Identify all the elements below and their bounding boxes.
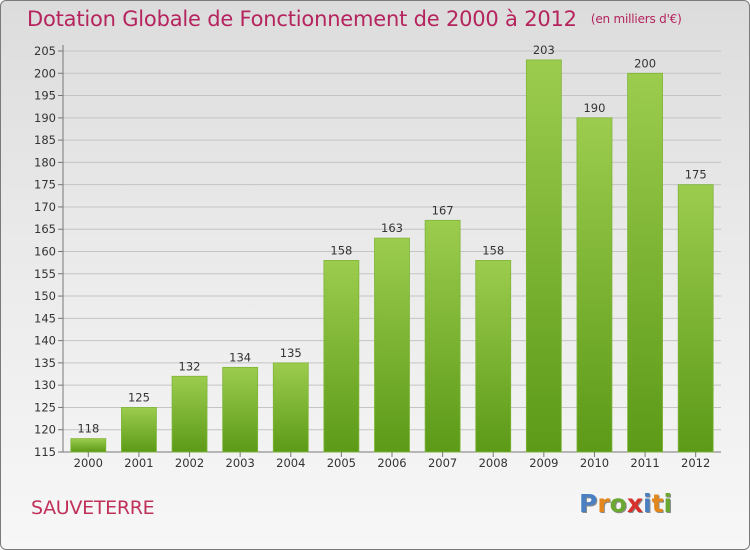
bar-2003 bbox=[222, 366, 259, 453]
bar-2006 bbox=[374, 237, 410, 453]
y-tick-label: 135 bbox=[34, 356, 56, 370]
logo-letter: i bbox=[663, 489, 673, 518]
data-labels: 118 125 132 134 135 158 163 167 158 203 190 200 175 bbox=[77, 43, 706, 436]
data-label-2005: 158 bbox=[330, 243, 352, 257]
logo-letter: x bbox=[626, 489, 643, 518]
logo-letter: o bbox=[609, 489, 627, 518]
x-tick-label-2003: 2003 bbox=[226, 456, 255, 470]
x-tick-label-2000: 2000 bbox=[74, 456, 103, 470]
x-tick-label-2004: 2004 bbox=[276, 456, 305, 470]
y-tick-label: 175 bbox=[34, 178, 56, 192]
bar-2007 bbox=[424, 219, 461, 453]
y-tick-label: 130 bbox=[34, 378, 56, 392]
y-tick-label: 195 bbox=[34, 89, 56, 103]
y-tick-label: 140 bbox=[34, 334, 56, 348]
bar-2004 bbox=[272, 362, 309, 453]
y-tick-label: 125 bbox=[34, 400, 56, 414]
data-label-2011: 200 bbox=[634, 56, 656, 70]
data-label-2009: 203 bbox=[533, 43, 555, 57]
bar-2000 bbox=[70, 438, 107, 453]
data-label-2002: 132 bbox=[179, 359, 201, 373]
logo-letter: i bbox=[643, 489, 652, 518]
y-tick-label: 165 bbox=[34, 222, 56, 236]
x-tick-label-2012: 2012 bbox=[681, 456, 710, 470]
y-tick-label: 145 bbox=[34, 311, 56, 325]
data-label-2000: 118 bbox=[77, 422, 99, 436]
x-tick-label-2002: 2002 bbox=[175, 456, 204, 470]
chart-title-text: Dotation Globale de Fonctionnement de 20… bbox=[27, 7, 577, 31]
x-tick-label-2011: 2011 bbox=[630, 456, 659, 470]
data-label-2006: 163 bbox=[381, 221, 403, 235]
bar-2002 bbox=[171, 375, 208, 453]
commune-name: SAUVETERRE bbox=[31, 497, 155, 519]
y-tick-label: 180 bbox=[34, 155, 56, 169]
y-tick-labels: 115 120 125 130 135 140 145 150 155 160 165 170 175 1… bbox=[34, 44, 56, 459]
x-tick-labels: 2000 2001 2002 2003 2004 2005 2006 2007 2008 2009… bbox=[74, 452, 710, 470]
y-tick-label: 205 bbox=[34, 44, 56, 58]
y-tick-label: 160 bbox=[34, 245, 56, 259]
x-tick-label-2009: 2009 bbox=[529, 456, 558, 470]
bar-2011 bbox=[627, 72, 663, 453]
bar-2001 bbox=[121, 407, 157, 453]
data-label-2001: 125 bbox=[128, 390, 150, 404]
bar-2010 bbox=[576, 117, 613, 453]
x-tick-label-2008: 2008 bbox=[479, 456, 508, 470]
y-tick-label: 115 bbox=[34, 445, 56, 459]
proxiti-logo: Proxiti bbox=[579, 489, 672, 518]
y-tick-label: 150 bbox=[34, 289, 56, 303]
bar-2009 bbox=[525, 59, 562, 453]
unit-note: (en milliers d'€) bbox=[590, 12, 682, 26]
data-label-2003: 134 bbox=[229, 350, 251, 364]
bars bbox=[70, 59, 714, 453]
x-tick-label-2007: 2007 bbox=[428, 456, 457, 470]
data-label-2007: 167 bbox=[432, 203, 454, 217]
x-tick-label-2006: 2006 bbox=[377, 456, 406, 470]
data-label-2004: 135 bbox=[280, 346, 302, 360]
x-tick-label-2010: 2010 bbox=[580, 456, 609, 470]
logo-letter: P bbox=[579, 489, 598, 518]
chart-title: Dotation Globale de Fonctionnement de 20… bbox=[27, 7, 682, 31]
bar-2012 bbox=[677, 184, 714, 453]
y-tick-label: 185 bbox=[34, 133, 56, 147]
x-tick-label-2001: 2001 bbox=[124, 456, 153, 470]
logo-letter: r bbox=[597, 489, 610, 518]
y-tick-label: 155 bbox=[34, 267, 56, 281]
y-tick-label: 170 bbox=[34, 200, 56, 214]
bar-2005 bbox=[323, 260, 360, 453]
x-tick-label-2005: 2005 bbox=[327, 456, 356, 470]
y-tick-label: 120 bbox=[34, 423, 56, 437]
bar-2008 bbox=[475, 260, 512, 453]
data-label-2012: 175 bbox=[685, 168, 707, 182]
logo-letter: t bbox=[651, 489, 664, 518]
data-label-2010: 190 bbox=[583, 101, 605, 115]
y-tick-label: 200 bbox=[34, 66, 56, 80]
y-tick-label: 190 bbox=[34, 111, 56, 125]
data-label-2008: 158 bbox=[482, 243, 504, 257]
